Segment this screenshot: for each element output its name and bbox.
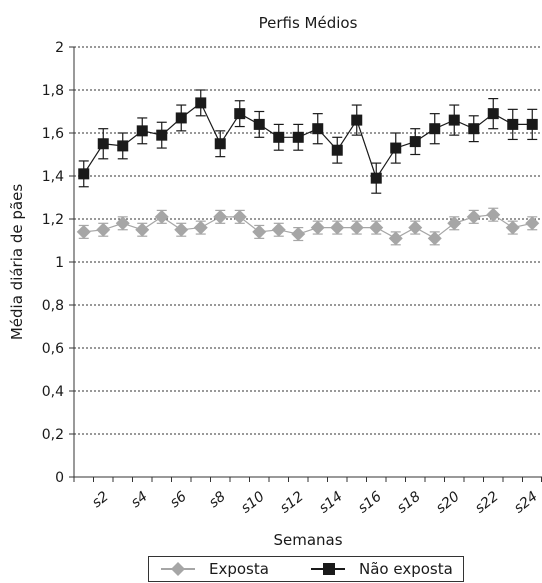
data-point-nao-exposta <box>312 123 324 135</box>
legend-marker-nao-exposta <box>323 563 335 575</box>
data-point-exposta <box>252 224 267 239</box>
data-point-nao-exposta <box>390 142 402 154</box>
series-line-nao-exposta <box>83 101 533 180</box>
x-tick-label: s8 <box>206 488 229 511</box>
data-point-nao-exposta <box>292 131 304 143</box>
data-point-nao-exposta <box>175 112 187 124</box>
data-point-exposta <box>271 222 286 237</box>
x-tick-label: s22 <box>472 488 502 516</box>
data-point-exposta <box>115 216 130 231</box>
y-tick-label: 0,2 <box>42 427 64 443</box>
data-point-nao-exposta <box>253 118 265 130</box>
data-point-nao-exposta <box>117 140 129 152</box>
data-point-exposta <box>96 222 111 237</box>
legend-label-exposta: Exposta <box>209 560 269 578</box>
x-tick-label: s6 <box>167 488 190 511</box>
x-tick-label: s18 <box>394 488 424 516</box>
data-point-exposta <box>174 222 189 237</box>
chart-title: Perfis Médios <box>259 14 358 32</box>
x-axis-label: Semanas <box>273 531 342 549</box>
series-line-exposta <box>83 214 533 240</box>
data-point-exposta <box>349 220 364 235</box>
y-tick-label: 1,2 <box>42 212 64 228</box>
y-tick-label: 2 <box>55 40 64 56</box>
data-point-exposta <box>486 207 501 222</box>
x-tick-label: s10 <box>238 488 268 516</box>
data-point-nao-exposta <box>370 172 382 184</box>
data-point-nao-exposta <box>78 168 90 180</box>
x-tick-label: s12 <box>277 488 307 516</box>
y-tick-label: 0,8 <box>42 298 64 314</box>
data-point-exposta <box>232 209 247 224</box>
data-point-exposta <box>193 220 208 235</box>
data-point-nao-exposta <box>331 144 343 156</box>
gridlines <box>74 46 542 435</box>
data-point-nao-exposta <box>273 131 285 143</box>
data-point-nao-exposta <box>487 108 499 120</box>
x-tick-label: s2 <box>89 488 112 511</box>
data-point-exposta <box>154 209 169 224</box>
data-point-nao-exposta <box>448 114 460 126</box>
y-tick-label: 1,8 <box>42 83 64 99</box>
x-tick-label: s4 <box>128 489 151 512</box>
data-point-exposta <box>388 231 403 246</box>
x-tick-label: s16 <box>355 488 385 516</box>
y-tick-labels: 0 0,2 0,4 0,6 0,8 1 1,2 1,4 1,6 1,8 2 <box>42 40 64 486</box>
y-tick-label: 1,6 <box>42 126 64 142</box>
data-point-nao-exposta <box>351 114 363 126</box>
legend: Exposta Não exposta <box>148 556 464 582</box>
data-point-exposta <box>447 216 462 231</box>
y-tick-label: 0,4 <box>42 384 64 400</box>
data-point-exposta <box>310 220 325 235</box>
y-tick-label: 0,6 <box>42 341 64 357</box>
data-point-exposta <box>76 224 91 239</box>
data-point-nao-exposta <box>429 123 441 135</box>
data-point-nao-exposta <box>507 118 519 130</box>
data-point-exposta <box>525 216 540 231</box>
data-point-nao-exposta <box>136 125 148 137</box>
data-point-exposta <box>408 220 423 235</box>
x-tick-label: s24 <box>511 489 541 517</box>
axes <box>69 46 542 482</box>
x-tick-label: s14 <box>316 489 346 517</box>
legend-label-nao-exposta: Não exposta <box>359 560 453 578</box>
data-point-exposta <box>505 220 520 235</box>
data-point-nao-exposta <box>195 97 207 109</box>
data-point-nao-exposta <box>234 108 246 120</box>
y-tick-label: 0 <box>55 470 64 486</box>
x-tick-labels: s2 s4 s6 s8 s10 s12 s14 s16 s18 s20 s22 s24 <box>89 488 541 516</box>
y-axis-label: Média diária de pães <box>8 184 26 340</box>
data-point-nao-exposta <box>97 138 109 150</box>
x-tick-label: s20 <box>433 488 463 516</box>
data-point-exposta <box>427 231 442 246</box>
data-point-exposta <box>330 220 345 235</box>
data-point-nao-exposta <box>468 123 480 135</box>
series-group <box>76 89 540 246</box>
data-point-nao-exposta <box>409 136 421 148</box>
y-tick-label: 1,4 <box>42 169 64 185</box>
data-point-nao-exposta <box>214 138 226 150</box>
legend-marker-exposta <box>171 562 185 576</box>
y-tick-label: 1 <box>55 255 64 271</box>
data-point-exposta <box>291 227 306 242</box>
data-point-exposta <box>213 209 228 224</box>
data-point-nao-exposta <box>156 129 168 141</box>
data-point-exposta <box>135 222 150 237</box>
data-point-nao-exposta <box>526 118 538 130</box>
data-point-exposta <box>369 220 384 235</box>
data-point-exposta <box>466 209 481 224</box>
